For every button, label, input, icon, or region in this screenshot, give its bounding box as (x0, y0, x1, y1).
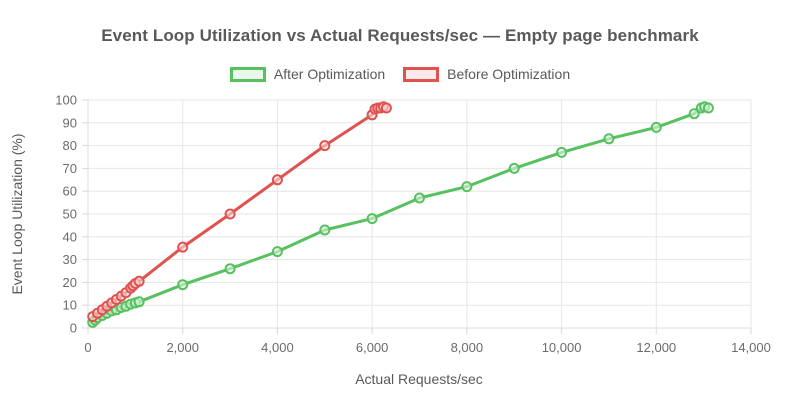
data-point (319, 224, 331, 236)
x-tick-label: 8,000 (451, 340, 484, 355)
y-tick-label: 100 (55, 93, 77, 108)
y-tick-label: 80 (63, 138, 77, 153)
legend-item-after[interactable]: After Optimization (229, 66, 386, 82)
data-point (319, 140, 331, 152)
series-layer (87, 101, 714, 328)
data-point (461, 181, 473, 193)
legend-label-after: After Optimization (273, 66, 386, 82)
data-point (366, 213, 378, 225)
y-tick-label: 70 (63, 161, 77, 176)
x-tick-label: 2,000 (166, 340, 199, 355)
data-point (556, 146, 568, 158)
y-tick-label: 0 (70, 321, 77, 336)
legend-item-before[interactable]: Before Optimization (403, 66, 570, 82)
y-tick-label: 10 (63, 298, 77, 313)
y-tick-label: 50 (63, 207, 77, 222)
data-point (224, 208, 236, 220)
series-line (91, 105, 710, 324)
y-tick-label: 30 (63, 252, 77, 267)
y-axis-title: Event Loop Utilization (%) (9, 133, 25, 294)
y-tick-label: 90 (63, 115, 77, 130)
x-tick-label: 12,000 (636, 340, 676, 355)
series-after-optimization (87, 101, 714, 328)
data-point (688, 108, 700, 120)
series-before-optimization (87, 101, 392, 323)
chart-title: Event Loop Utilization vs Actual Request… (101, 26, 699, 45)
data-point (414, 192, 425, 204)
tick-layer (82, 99, 752, 334)
data-point (271, 174, 283, 186)
legend-label-before: Before Optimization (447, 66, 571, 82)
data-point (508, 162, 520, 174)
x-axis-title: Actual Requests/sec (355, 371, 483, 387)
x-tick-label: 6,000 (356, 340, 389, 355)
y-tick-label: 20 (63, 275, 77, 290)
y-tick-label: 40 (63, 229, 77, 244)
data-point (133, 275, 145, 287)
chart-legend: After Optimization Before Optimization (0, 66, 800, 82)
y-tick-label: 60 (63, 184, 77, 199)
data-point (702, 102, 714, 114)
grid-layer (87, 99, 752, 329)
data-point (177, 279, 189, 291)
after-optimization-swatch (229, 66, 266, 82)
data-point (271, 246, 283, 258)
data-point (603, 133, 615, 145)
x-tick-label: 14,000 (731, 340, 771, 355)
data-point (224, 263, 236, 275)
data-point (177, 241, 189, 253)
data-point (380, 102, 392, 114)
x-tick-label: 0 (84, 340, 91, 355)
tick-label-layer: 0 2,000 4,000 6,000 8,000 10,000 12,000 14,000 0… (55, 93, 771, 356)
x-tick-label: 10,000 (542, 340, 582, 355)
x-tick-label: 4,000 (261, 340, 294, 355)
data-point (133, 296, 145, 308)
data-point (650, 121, 662, 133)
before-optimization-swatch (403, 66, 440, 82)
